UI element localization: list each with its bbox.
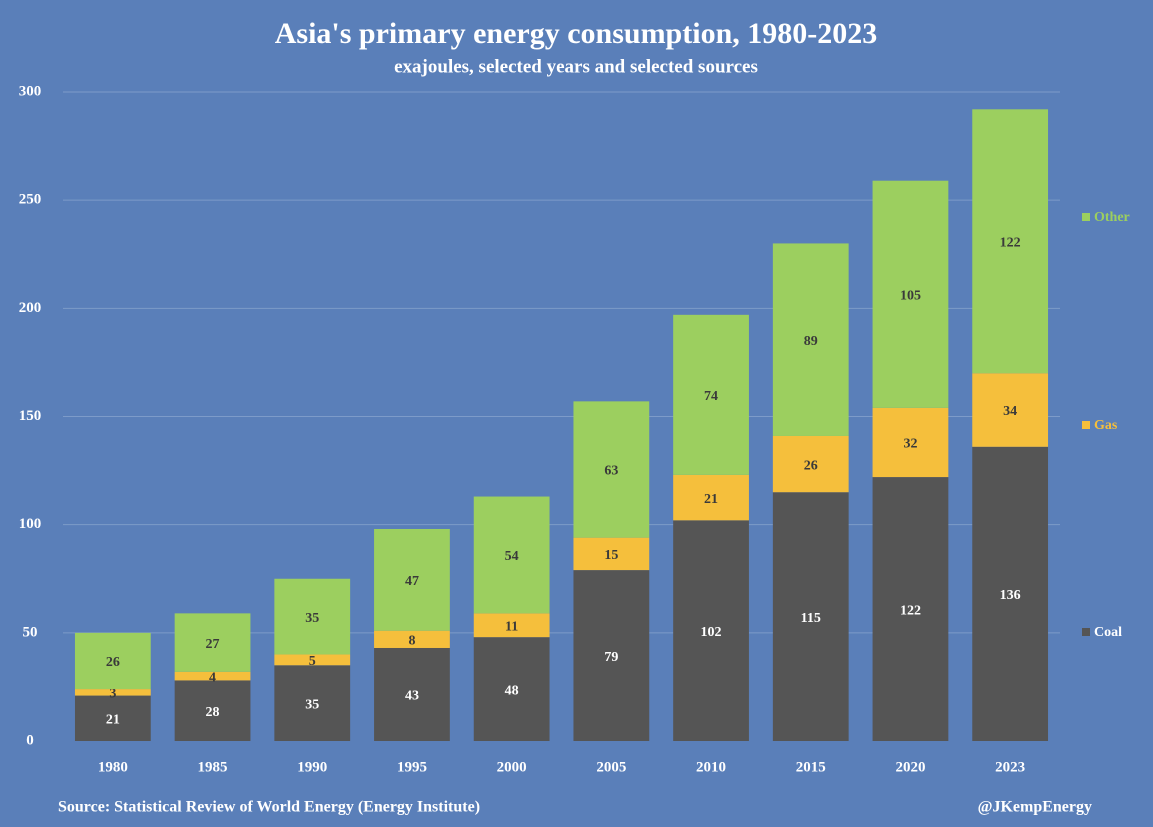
data-label: 115 — [801, 611, 821, 626]
bar-segment — [673, 474, 749, 521]
legend-swatch — [1082, 213, 1090, 221]
data-label: 74 — [704, 389, 718, 404]
data-label: 5 — [309, 654, 316, 669]
bar-segment — [74, 695, 151, 741]
data-label: 102 — [701, 625, 722, 640]
bar-segment — [872, 407, 949, 478]
legend-swatch — [1082, 628, 1090, 636]
data-label: 122 — [1000, 235, 1021, 250]
bar-segment — [673, 520, 749, 741]
bar-segment — [573, 401, 650, 538]
data-label: 63 — [604, 464, 618, 479]
data-label: 122 — [900, 603, 921, 618]
bar-segment — [872, 477, 949, 741]
y-tick-label: 0 — [26, 732, 34, 748]
data-label: 26 — [804, 458, 818, 473]
bar-segment — [374, 630, 450, 648]
chart-title: Asia's primary energy consumption, 1980-… — [275, 17, 878, 50]
y-tick-label: 150 — [19, 408, 42, 424]
bar-segment — [972, 109, 1049, 374]
data-label: 136 — [1000, 588, 1021, 603]
data-label: 34 — [1003, 404, 1017, 419]
bar-segment — [972, 373, 1049, 447]
bar-segment — [473, 496, 550, 614]
data-label: 21 — [704, 492, 718, 507]
legend-label: Gas — [1094, 418, 1118, 433]
bar-segment — [74, 632, 151, 690]
legend-label: Coal — [1094, 625, 1122, 640]
source: Source: Statistical Review of World Ener… — [58, 799, 480, 816]
x-tick-label: 2015 — [796, 759, 826, 775]
bar-segment — [174, 671, 251, 681]
data-label: 21 — [106, 713, 120, 728]
x-tick-label: 1995 — [397, 759, 427, 775]
data-label: 105 — [900, 288, 921, 303]
data-label: 89 — [804, 334, 818, 349]
bar-segment — [174, 613, 251, 672]
bar-segment — [74, 689, 151, 696]
data-label: 79 — [604, 650, 618, 665]
bar-segment — [473, 613, 550, 638]
bar-segment — [274, 578, 351, 655]
x-tick-label: 1980 — [98, 759, 128, 775]
data-label: 8 — [408, 634, 415, 649]
bar-segment — [972, 446, 1049, 741]
x-tick-label: 2000 — [497, 759, 527, 775]
bar-segment — [473, 637, 550, 741]
data-label: 28 — [206, 705, 220, 720]
data-label: 35 — [305, 611, 319, 626]
credit: @JKempEnergy — [978, 799, 1092, 816]
data-label: 35 — [305, 697, 319, 712]
data-label: 48 — [505, 683, 519, 698]
x-tick-label: 1985 — [198, 759, 228, 775]
data-label: 43 — [405, 689, 419, 704]
bar-segment — [174, 680, 251, 741]
data-label: 15 — [604, 548, 618, 563]
bar-segment — [374, 647, 450, 741]
x-tick-label: 2005 — [596, 759, 626, 775]
bar-segment — [274, 665, 351, 741]
bar-segment — [673, 314, 749, 475]
data-label: 47 — [405, 574, 419, 589]
x-tick-label: 2010 — [696, 759, 726, 775]
bar-segment — [772, 243, 849, 436]
bar-segment — [573, 537, 650, 571]
bar-segment — [772, 435, 849, 493]
bar-segment — [374, 528, 450, 631]
legend-label: Other — [1094, 210, 1130, 225]
chart-subtitle: exajoules, selected years and selected s… — [394, 56, 758, 77]
data-label: 26 — [106, 655, 120, 670]
x-tick-label: 2020 — [895, 759, 925, 775]
data-label: 54 — [505, 549, 519, 564]
data-label: 3 — [109, 687, 116, 702]
y-tick-label: 200 — [19, 300, 42, 316]
y-tick-label: 100 — [19, 516, 42, 532]
bar-segment — [573, 570, 650, 741]
data-label: 4 — [209, 670, 216, 685]
bar-segment — [274, 654, 351, 666]
y-tick-label: 50 — [23, 624, 38, 640]
y-tick-label: 250 — [19, 192, 42, 208]
bar-segment — [772, 492, 849, 741]
data-label: 11 — [505, 619, 518, 634]
y-tick-label: 300 — [19, 83, 42, 99]
data-label: 27 — [206, 637, 220, 652]
x-tick-label: 1990 — [297, 759, 327, 775]
x-tick-label: 2023 — [995, 759, 1025, 775]
legend-swatch — [1082, 421, 1090, 429]
data-label: 32 — [903, 437, 917, 452]
bar-segment — [872, 180, 949, 408]
